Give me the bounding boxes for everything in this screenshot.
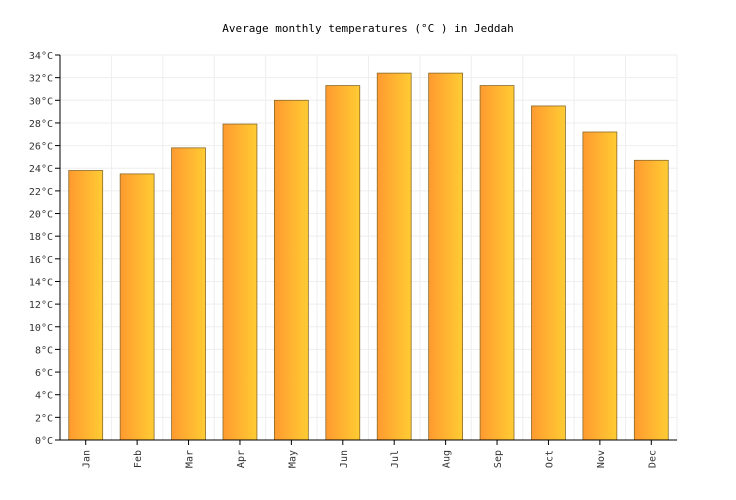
bar-mar [171,147,206,441]
x-tick-label: Sep [493,450,504,468]
bar-apr [222,123,258,441]
y-tick-label: 2°C [35,413,53,424]
y-tick-label: 34°C [29,51,53,62]
x-tick-label: Jun [339,450,350,468]
y-tick-label: 18°C [29,232,53,243]
bars [68,72,669,441]
y-tick-label: 4°C [35,391,53,402]
y-tick-label: 10°C [29,323,53,334]
y-tick-label: 30°C [29,96,53,107]
bar-jul [376,72,412,441]
bar-nov [582,131,618,441]
x-tick-label: Jul [390,450,401,468]
bar-sep [479,85,515,441]
y-tick-label: 24°C [29,164,53,175]
y-axis-ticks: 0°C 2°C 4°C 6°C 8°C 10°C 12°C 14°C 16°C 18°C 20°C 2… [29,51,60,447]
y-tick-label: 14°C [29,277,53,288]
y-tick-label: 16°C [29,255,53,266]
chart-title: Average monthly temperatures (°C ) in Je… [222,22,513,35]
y-tick-label: 12°C [29,300,53,311]
x-tick-label: Nov [596,450,607,468]
x-tick-label: Aug [442,450,453,468]
x-axis-ticks: Jan Feb Mar Apr May Jun Jul Aug Sep Oct Nov Dec [82,440,658,468]
y-tick-label: 22°C [29,187,53,198]
y-tick-label: 20°C [29,210,53,221]
x-tick-label: Mar [185,450,196,468]
bar-oct [531,105,566,441]
bar-may [274,99,309,441]
x-tick-label: Jan [82,450,93,468]
bar-dec [633,159,669,441]
x-tick-label: May [287,450,298,468]
x-tick-label: Apr [236,450,247,468]
x-tick-label: Oct [544,450,555,468]
bar-jan [68,170,104,441]
x-tick-label: Feb [133,450,144,468]
bar-aug [428,72,463,441]
y-tick-label: 0°C [35,436,53,447]
y-tick-label: 8°C [35,345,53,356]
y-tick-label: 28°C [29,119,53,130]
y-tick-label: 26°C [29,142,53,153]
bar-jun [325,85,361,441]
y-tick-label: 6°C [35,368,53,379]
bar-feb [119,173,155,441]
x-tick-label: Dec [647,450,658,468]
y-tick-label: 32°C [29,74,53,85]
